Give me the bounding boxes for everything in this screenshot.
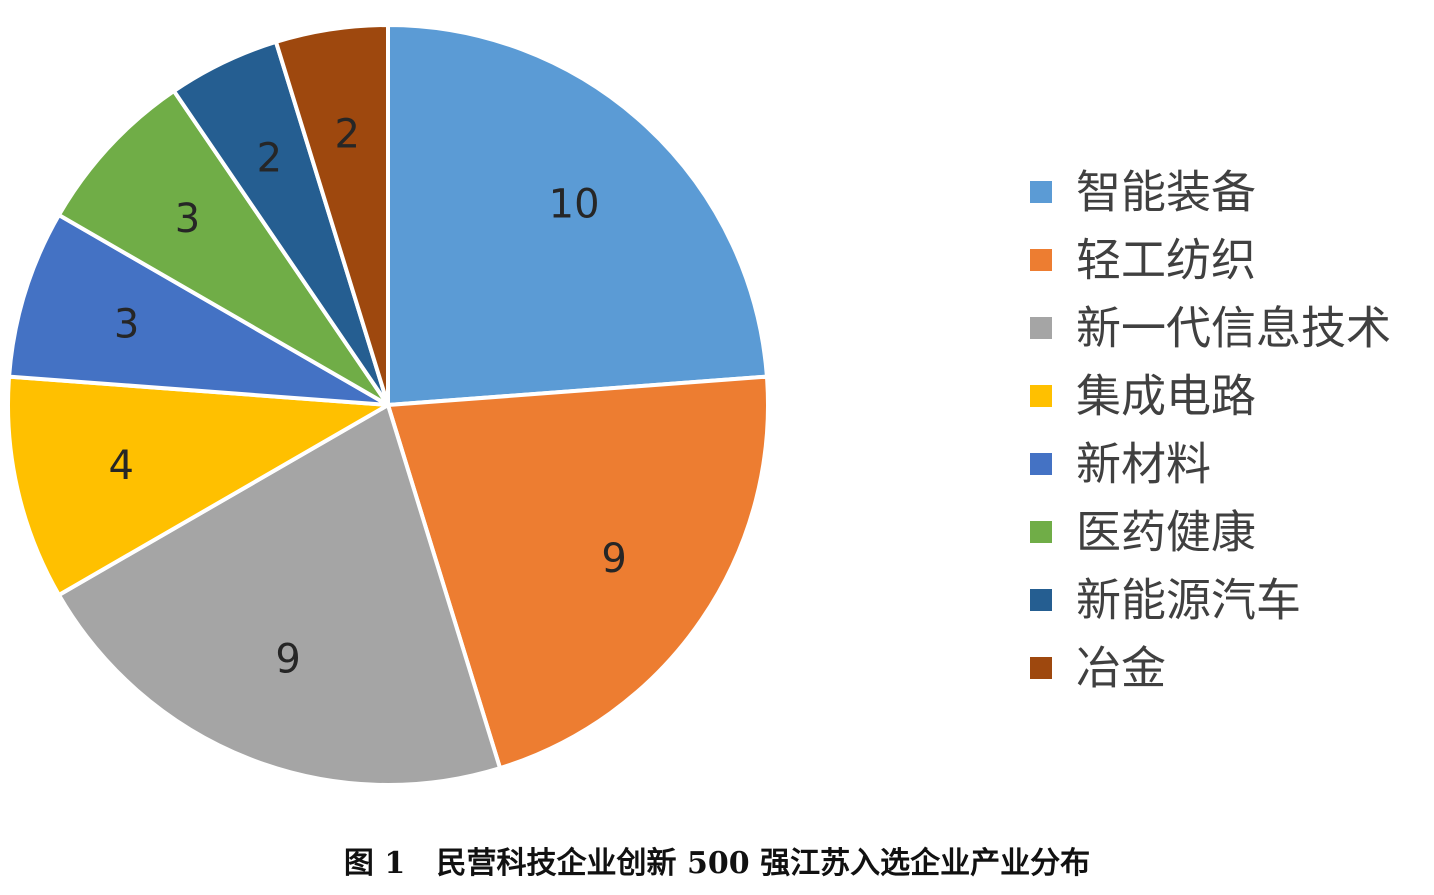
pie-slice-4	[6, 374, 390, 597]
legend-swatch-6	[1030, 521, 1052, 543]
pie-slice-6	[56, 89, 390, 407]
data-label-7: 2	[257, 135, 282, 181]
pie-data-labels: 10 9 9 4 3 3 2 2	[109, 111, 627, 682]
legend-label-2: 轻工纺织	[1076, 234, 1256, 287]
pie-slice-8	[273, 23, 390, 407]
legend-label-4: 集成电路	[1076, 370, 1256, 423]
pie-slices	[6, 23, 770, 787]
legend-label-7: 新能源汽车	[1076, 574, 1301, 627]
data-label-1: 10	[549, 181, 600, 227]
data-label-8: 2	[334, 111, 359, 157]
pie-slice-5	[7, 213, 390, 407]
legend-swatch-2	[1030, 249, 1052, 271]
pie-slice-2	[386, 374, 770, 771]
legend-label-8: 冶金	[1076, 642, 1166, 695]
legend-label-6: 医药健康	[1076, 506, 1256, 559]
legend-label-3: 新一代信息技术	[1076, 302, 1391, 355]
data-label-3: 9	[275, 637, 300, 683]
figure-caption: 图 1 民营科技企业创新 500 强江苏入选企业产业分布	[343, 846, 1091, 881]
legend-label-1: 智能装备	[1076, 166, 1256, 219]
legend-swatch-8	[1030, 657, 1052, 679]
data-label-2: 9	[601, 536, 626, 582]
data-label-6: 3	[175, 196, 200, 242]
pie-slice-1	[386, 23, 769, 407]
legend-swatch-4	[1030, 385, 1052, 407]
legend-label-5: 新材料	[1076, 438, 1211, 491]
data-label-5: 3	[114, 301, 139, 347]
legend-swatch-1	[1030, 181, 1052, 203]
pie-slice-3	[56, 403, 503, 787]
legend-swatch-7	[1030, 589, 1052, 611]
data-label-4: 4	[109, 443, 134, 489]
legend-swatch-5	[1030, 453, 1052, 475]
legend-swatch-3	[1030, 317, 1052, 339]
